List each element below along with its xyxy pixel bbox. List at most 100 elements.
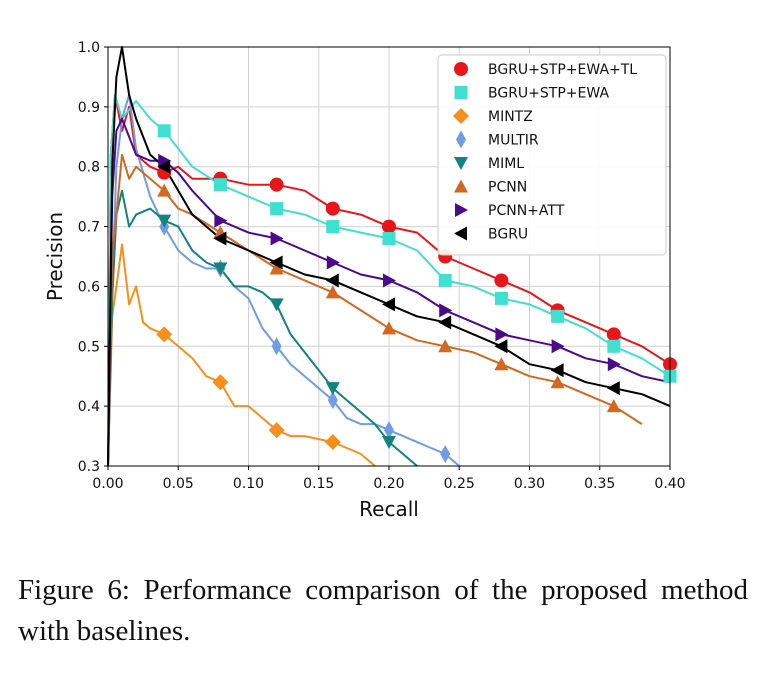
series-line-mintz <box>107 243 376 467</box>
marker-bgru-stp-ewa-tl <box>494 273 509 288</box>
legend-label-pcnn-att: PCNN+ATT <box>488 203 565 219</box>
x-tick-label: 0.25 <box>444 476 475 492</box>
y-tick-label: 1.0 <box>78 40 100 56</box>
series-line-bgru <box>107 46 671 467</box>
legend-label-pcnn: PCNN <box>488 180 527 196</box>
marker-miml <box>269 298 284 312</box>
y-tick-label: 0.8 <box>78 160 100 176</box>
x-axis-title: Recall <box>359 497 419 521</box>
legend-label-miml: MIML <box>488 156 524 172</box>
legend-marker-miml <box>454 157 468 170</box>
marker-bgru <box>157 159 171 174</box>
series-lines <box>107 46 671 467</box>
marker-bgru-stp-ewa <box>382 232 396 246</box>
x-tick-label: 0.20 <box>373 476 404 492</box>
marker-bgru-stp-ewa <box>551 309 565 323</box>
y-tick-label: 0.9 <box>78 100 100 116</box>
marker-pcnn <box>157 183 172 197</box>
marker-bgru-stp-ewa <box>494 291 508 305</box>
marker-bgru <box>382 297 395 312</box>
marker-bgru-stp-ewa <box>157 124 171 138</box>
series-markers <box>156 124 677 464</box>
axis-ticks: 0.00 0.05 0.10 0.15 0.20 0.25 0.30 0.35 0.40 0.3 0… <box>78 40 686 492</box>
legend-marker-multir <box>456 130 466 149</box>
legend-marker-bgru <box>454 226 467 241</box>
legend-label-multir: MULTIR <box>488 133 539 149</box>
legend-marker-mintz <box>453 108 469 124</box>
marker-miml <box>213 262 228 276</box>
marker-multir <box>384 421 394 440</box>
x-tick-label: 0.15 <box>303 476 334 492</box>
marker-bgru-stp-ewa-tl <box>269 177 284 192</box>
figure-caption: Figure 6: Performance comparison of the … <box>18 574 748 647</box>
marker-pcnn <box>382 321 396 335</box>
legend-marker-pcnn <box>454 179 468 193</box>
legend-marker-pcnn-att <box>455 203 468 217</box>
legend-label-bgru-stp-ewa: BGRU+STP+EWA <box>488 86 609 102</box>
marker-bgru-stp-ewa-tl <box>606 327 621 342</box>
x-tick-label: 0.00 <box>92 476 123 492</box>
series-line-bgru-stp-ewa-tl <box>107 93 671 467</box>
marker-pcnn-att <box>214 213 228 228</box>
marker-multir <box>271 337 282 356</box>
series-line-multir <box>107 93 460 467</box>
y-tick-label: 0.5 <box>78 339 100 355</box>
legend-label-bgru: BGRU <box>488 227 528 243</box>
legend-box <box>437 54 667 256</box>
y-tick-label: 0.6 <box>78 279 100 295</box>
y-tick-label: 0.3 <box>78 459 100 475</box>
marker-bgru-stp-ewa <box>326 220 340 234</box>
marker-bgru-stp-ewa-tl <box>382 219 396 234</box>
marker-bgru <box>494 339 508 354</box>
marker-pcnn-att <box>158 153 172 168</box>
marker-bgru <box>325 273 339 288</box>
series-line-miml <box>107 189 418 467</box>
marker-pcnn <box>325 285 340 299</box>
marker-bgru-stp-ewa <box>607 339 621 353</box>
legend-label-mintz: MINTZ <box>488 109 533 125</box>
x-tick-label: 0.40 <box>654 476 685 492</box>
x-tick-label: 0.05 <box>163 476 194 492</box>
marker-bgru <box>213 231 227 246</box>
marker-pcnn-att <box>439 303 453 318</box>
marker-pcnn-att <box>326 255 340 270</box>
marker-pcnn <box>269 261 284 275</box>
marker-bgru <box>606 381 620 396</box>
marker-pcnn <box>550 375 565 389</box>
marker-pcnn-att <box>270 231 284 246</box>
x-tick-label: 0.35 <box>584 476 615 492</box>
marker-mintz <box>156 326 173 343</box>
marker-pcnn-att <box>607 357 621 372</box>
marker-pcnn <box>438 339 453 353</box>
marker-mintz <box>212 374 229 391</box>
marker-miml <box>157 214 172 228</box>
marker-bgru-stp-ewa <box>270 202 284 216</box>
marker-mintz <box>324 434 341 451</box>
legend: BGRU+STP+EWA+TL BGRU+STP+EWA MINTZ MULTIR MI… <box>437 54 667 256</box>
marker-pcnn-att <box>495 327 509 342</box>
marker-multir <box>327 391 338 410</box>
y-axis-title: Precision <box>43 212 67 301</box>
marker-multir <box>440 445 451 464</box>
marker-miml <box>325 382 340 396</box>
marker-mintz <box>268 422 285 439</box>
x-tick-label: 0.10 <box>233 476 264 492</box>
marker-bgru-stp-ewa <box>213 178 227 192</box>
marker-pcnn-att <box>383 273 396 288</box>
marker-bgru <box>269 255 283 270</box>
marker-pcnn <box>606 399 621 413</box>
marker-bgru <box>438 315 452 330</box>
pr-curve-chart: 0.00 0.05 0.10 0.15 0.20 0.25 0.30 0.35 0.40 0.3 0… <box>43 40 686 521</box>
legend-marker-bgru-stp-ewa <box>454 86 468 99</box>
y-tick-label: 0.4 <box>78 399 100 415</box>
marker-bgru <box>550 363 564 378</box>
legend-label-bgru-stp-ewa-tl: BGRU+STP+EWA+TL <box>488 62 637 78</box>
x-tick-label: 0.30 <box>514 476 545 492</box>
legend-marker-bgru-stp-ewa-tl <box>454 62 468 76</box>
series-line-pcnn-att <box>107 117 671 467</box>
y-tick-label: 0.7 <box>78 220 100 236</box>
marker-pcnn-att <box>551 339 565 354</box>
series-line-pcnn <box>107 153 643 467</box>
marker-pcnn <box>494 357 509 371</box>
marker-miml <box>382 436 396 450</box>
